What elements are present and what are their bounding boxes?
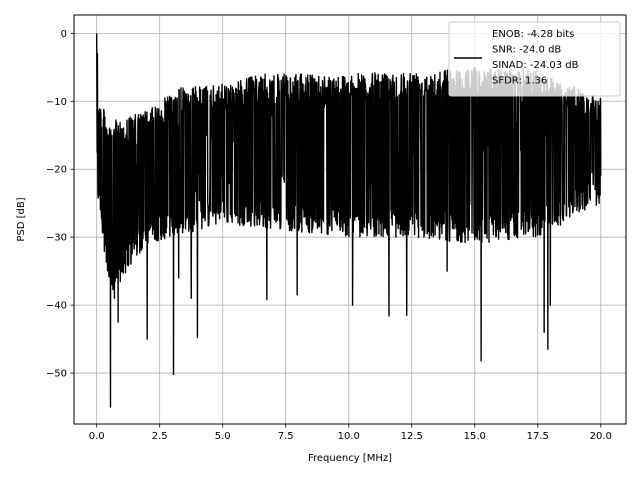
x-tick-label: 7.5 — [278, 431, 294, 442]
y-tick-label: −10 — [46, 97, 67, 108]
y-tick-label: −40 — [46, 301, 67, 312]
x-tick-label: 0.0 — [89, 431, 105, 442]
y-axis-label: PSD [dB] — [16, 197, 27, 241]
y-tick-label: 0 — [61, 29, 67, 40]
x-tick-label: 15.0 — [464, 431, 486, 442]
legend-sinad: SINAD: -24.03 dB — [492, 60, 579, 71]
x-tick-label: 20.0 — [590, 431, 612, 442]
x-tick-label: 12.5 — [401, 431, 423, 442]
y-axis: 0 −10 −20 −30 −40 −50 — [46, 29, 74, 380]
y-tick-label: −50 — [46, 369, 67, 380]
plot-frame — [73, 14, 627, 425]
x-tick-label: 5.0 — [215, 431, 231, 442]
legend-box — [448, 21, 621, 97]
x-tick-label: 17.5 — [527, 431, 549, 442]
y-tick-label: −20 — [46, 165, 67, 176]
legend: ENOB: -4.28 bits SNR: -24.0 dB SINAD: -2… — [448, 21, 621, 97]
legend-enob: ENOB: -4.28 bits — [492, 29, 574, 40]
legend-snr: SNR: -24.0 dB — [492, 45, 561, 56]
x-axis: 0.0 2.5 5.0 7.5 10.0 12.5 15.0 17.5 20.0 — [89, 424, 612, 442]
x-axis-label: Frequency [MHz] — [308, 453, 392, 464]
legend-sfdr: SFDR: 1.36 — [492, 76, 547, 87]
psd-series-line — [95, 33, 602, 408]
x-tick-label: 2.5 — [152, 431, 168, 442]
x-tick-label: 10.0 — [338, 431, 360, 442]
series-group — [95, 33, 602, 408]
y-tick-label: −30 — [46, 233, 67, 244]
